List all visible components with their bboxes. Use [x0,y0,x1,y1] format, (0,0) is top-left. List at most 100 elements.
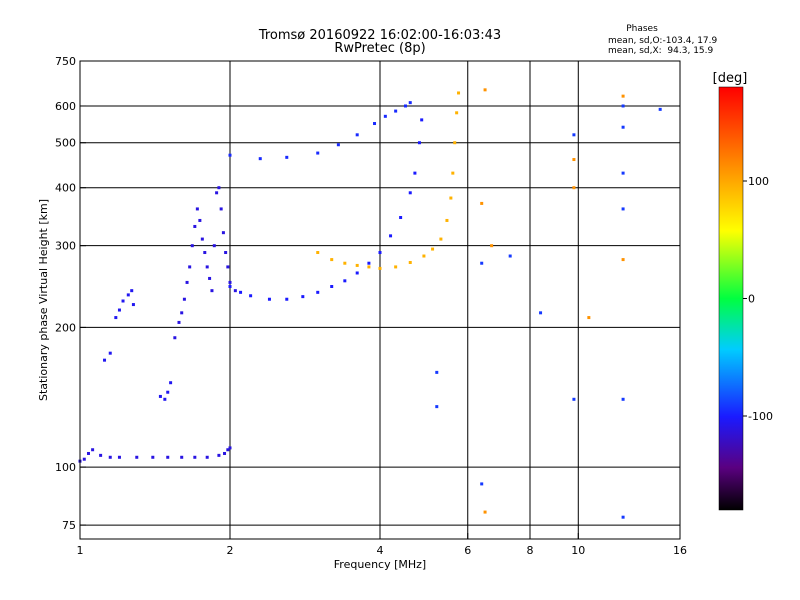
data-point [226,265,230,269]
y-axis-label: Stationary phase Virtual Height [km] [37,199,50,401]
data-point [151,455,155,459]
data-point [480,261,484,265]
colorbar-gradient [718,86,744,511]
data-point [285,297,289,301]
data-point [330,285,334,289]
data-point [86,451,90,455]
data-point [449,196,453,200]
data-point [224,251,228,255]
data-point [239,290,243,294]
data-point [228,153,232,157]
data-point [343,279,347,283]
data-points [78,88,662,519]
colorbar-label: [deg] [713,71,748,86]
data-point [451,171,455,175]
data-point [621,94,625,98]
data-point [378,266,382,270]
data-point [658,107,662,111]
data-point [212,244,216,248]
data-point [267,297,271,301]
x-tick-label: 6 [464,544,471,557]
data-point [621,515,625,519]
data-point [367,265,371,269]
data-point [117,308,121,312]
data-point [572,186,576,190]
data-point [408,101,412,105]
data-point [121,299,125,303]
y-tick-label: 750 [55,55,76,68]
data-point [130,289,134,293]
data-point [108,351,112,355]
data-point [217,453,221,457]
x-tick-label: 16 [673,544,687,557]
x-axis-label: Frequency [MHz] [334,558,426,571]
data-point [180,311,184,315]
data-point [621,207,625,211]
data-point [177,320,181,324]
data-point [190,244,194,248]
data-point [483,88,487,92]
data-point [316,151,320,155]
data-point [198,218,202,222]
data-point [82,457,86,461]
data-point [490,244,494,248]
data-point [394,109,398,113]
x-tick-label: 1 [77,544,84,557]
y-tick-label: 100 [55,461,76,474]
data-point [453,141,457,145]
data-point [572,133,576,137]
data-point [203,251,207,255]
data-point [343,261,347,265]
data-point [103,358,107,362]
data-point [408,191,412,195]
data-point [226,448,230,452]
data-point [285,155,289,159]
phase-legend: Phases mean, sd,O:-103.4, 17.9 mean, sd,… [608,24,718,56]
data-point [205,455,209,459]
data-point [158,394,162,398]
data-point [399,216,403,220]
data-point [210,289,214,293]
x-tick-label: 10 [571,544,585,557]
data-point [316,290,320,294]
data-point [394,265,398,269]
data-point [587,316,591,320]
data-point [355,271,359,275]
y-tick-label: 300 [55,240,76,253]
data-point [457,91,461,95]
data-point [163,397,167,401]
data-point [316,251,320,255]
data-point [185,280,189,284]
data-point [91,448,95,452]
data-point [389,234,393,238]
data-point [219,207,223,211]
data-point [166,390,170,394]
data-point [215,191,219,195]
data-point [445,218,449,222]
data-point [217,186,221,190]
phase-legend-x-line: mean, sd,X: 94.3, 15.9 [608,46,714,56]
y-tick-label: 75 [62,519,76,532]
data-point [435,370,439,374]
data-point [126,293,130,297]
data-point [249,294,253,298]
data-point [336,143,340,147]
data-point [223,451,227,455]
data-point [621,258,625,262]
data-point [131,303,135,307]
x-tick-label: 2 [227,544,234,557]
colorbar-tick-label: 0 [748,293,755,306]
data-point [135,455,139,459]
data-point [193,455,197,459]
phase-legend-o-line: mean, sd,O:-103.4, 17.9 [608,36,718,46]
grid [80,61,680,539]
x-tick-label: 8 [527,544,534,557]
data-point [193,224,197,228]
data-point [169,381,173,385]
data-point [108,455,112,459]
data-point [188,265,192,269]
x-axis-ticks: 1 2 4 6 8 10 16 [77,533,687,557]
data-point [403,104,407,108]
data-point [378,251,382,255]
